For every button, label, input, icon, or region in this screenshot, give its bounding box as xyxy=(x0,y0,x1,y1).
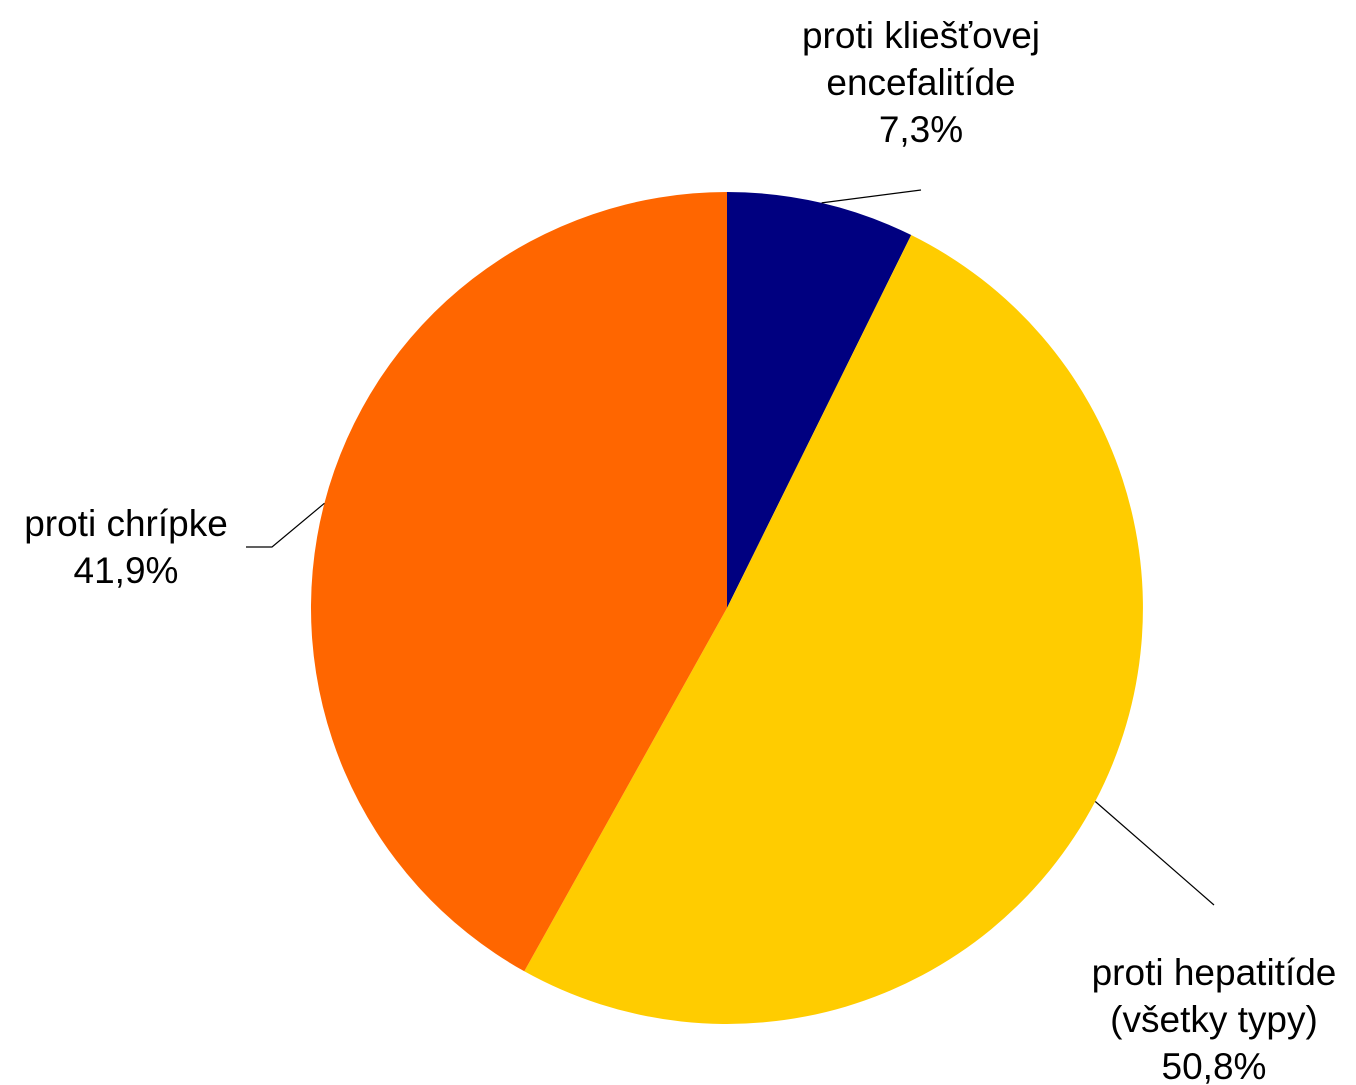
pie-slice xyxy=(727,192,912,608)
leader-line xyxy=(821,189,922,204)
pie-slice xyxy=(524,235,1143,1024)
slice-category-label: proti chrípke xyxy=(24,503,228,544)
pie-slice xyxy=(310,192,727,972)
slice-label: proti hepatitíde (všetky typy) 50,8% xyxy=(1092,952,1337,1085)
leader-lines xyxy=(246,189,1215,906)
leader-line xyxy=(1094,801,1215,906)
slice-label: proti kliešťovej encefalitíde 7,3% xyxy=(802,15,1040,150)
slice-labels: proti kliešťovej encefalitíde 7,3% proti he… xyxy=(24,15,1336,1085)
slice-category-label: encefalitíde xyxy=(826,62,1015,103)
slice-value-label: 41,9% xyxy=(74,550,179,591)
slice-value-label: 7,3% xyxy=(879,109,963,150)
slice-label: proti chrípke 41,9% xyxy=(24,503,228,591)
slice-category-label: proti kliešťovej xyxy=(802,15,1040,56)
slice-value-label: 50,8% xyxy=(1162,1046,1267,1085)
slice-category-label: (všetky typy) xyxy=(1110,999,1318,1040)
leader-line xyxy=(246,502,325,548)
pie-slices xyxy=(310,192,1143,1024)
slice-category-label: proti hepatitíde xyxy=(1092,952,1337,993)
